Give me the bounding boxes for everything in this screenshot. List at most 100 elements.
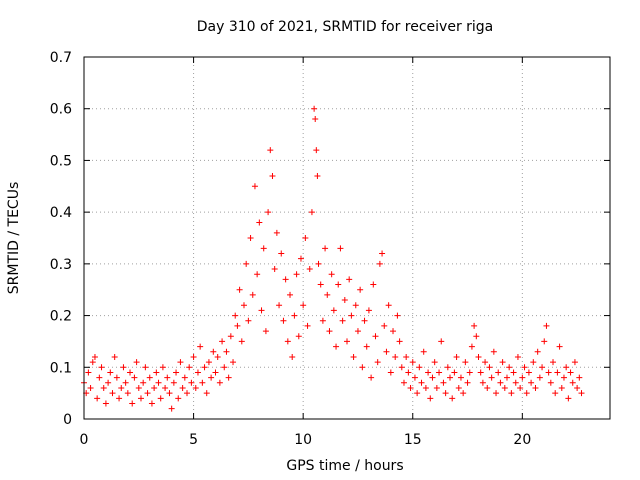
data-point: [346, 276, 353, 283]
data-point: [398, 364, 405, 371]
data-point: [565, 395, 572, 402]
data-point: [381, 322, 388, 329]
data-point: [306, 266, 313, 273]
data-point: [164, 374, 171, 381]
data-point: [144, 390, 151, 397]
data-point: [179, 384, 186, 391]
data-point: [216, 379, 223, 386]
data-point: [315, 260, 322, 267]
data-point: [89, 359, 96, 366]
data-point: [258, 307, 265, 314]
data-point: [519, 374, 526, 381]
data-point: [475, 353, 482, 360]
data-point: [403, 353, 410, 360]
data-point: [490, 348, 497, 355]
data-point: [468, 343, 475, 350]
data-point: [278, 250, 285, 257]
data-point: [273, 229, 280, 236]
data-point: [328, 271, 335, 278]
data-point: [501, 384, 508, 391]
data-point: [418, 379, 425, 386]
data-point: [142, 364, 149, 371]
data-point: [322, 245, 329, 252]
data-point: [210, 348, 217, 355]
y-tick-label: 0: [63, 412, 72, 428]
data-point: [574, 384, 581, 391]
data-point: [238, 338, 245, 345]
data-point: [135, 384, 142, 391]
data-point: [302, 235, 309, 241]
data-point: [499, 359, 506, 366]
data-point: [554, 369, 561, 376]
data-point: [236, 286, 243, 293]
data-point: [521, 364, 528, 371]
data-point: [357, 286, 364, 293]
data-point: [234, 322, 241, 329]
data-point: [221, 364, 228, 371]
data-point: [314, 172, 321, 179]
data-point: [297, 255, 304, 262]
data-point: [245, 317, 252, 324]
data-point: [175, 395, 182, 402]
data-point: [414, 390, 421, 397]
data-point: [506, 364, 513, 371]
data-point: [120, 364, 127, 371]
data-point: [162, 384, 169, 391]
data-point: [477, 369, 484, 376]
data-point: [256, 219, 263, 226]
data-point: [240, 302, 247, 309]
data-point: [539, 364, 546, 371]
data-point: [484, 384, 491, 391]
data-point: [464, 379, 471, 386]
data-point: [363, 343, 370, 350]
x-tick-label: 15: [404, 432, 422, 448]
data-point: [111, 353, 118, 360]
data-point: [227, 333, 234, 340]
data-point: [151, 384, 158, 391]
data-point: [177, 359, 184, 366]
data-point: [287, 291, 294, 298]
data-point: [495, 369, 502, 376]
data-point: [372, 333, 379, 340]
data-point: [486, 364, 493, 371]
data-point: [541, 338, 548, 345]
data-point: [438, 338, 445, 345]
data-point: [534, 348, 541, 355]
data-point: [447, 374, 454, 381]
data-point: [262, 328, 269, 335]
data-point: [105, 379, 112, 386]
data-point: [330, 307, 337, 314]
data-point: [497, 379, 504, 386]
data-point: [96, 374, 103, 381]
data-point: [510, 369, 517, 376]
data-point: [113, 374, 120, 381]
data-point: [368, 374, 375, 381]
data-point: [460, 390, 467, 397]
data-point: [102, 400, 109, 407]
data-point: [440, 379, 447, 386]
y-tick-label: 0.7: [50, 50, 72, 66]
data-point: [168, 405, 175, 412]
data-point: [188, 379, 195, 386]
data-point: [291, 312, 298, 319]
data-point: [392, 353, 399, 360]
data-point: [352, 302, 359, 309]
data-point: [166, 390, 173, 397]
data-point: [374, 359, 381, 366]
data-point: [525, 369, 532, 376]
data-point: [271, 266, 278, 273]
data-point: [133, 359, 140, 366]
data-point: [247, 235, 254, 241]
data-point: [350, 353, 357, 360]
data-point: [361, 317, 368, 324]
data-points: [81, 105, 585, 412]
data-point: [558, 384, 565, 391]
data-point: [543, 322, 550, 329]
data-point: [451, 369, 458, 376]
x-tick-label: 0: [80, 432, 89, 448]
y-tick-label: 0.4: [50, 205, 72, 221]
data-point: [453, 353, 460, 360]
plot-frame: [83, 56, 611, 420]
